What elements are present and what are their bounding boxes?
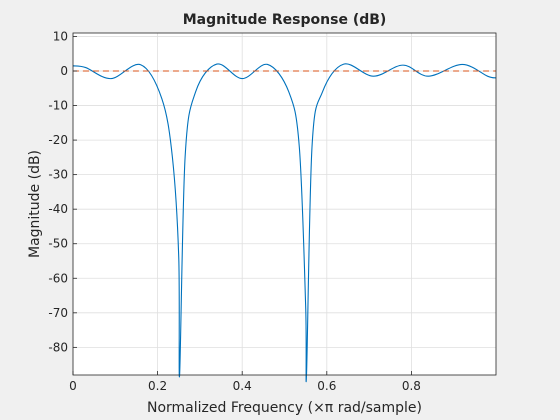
y-tick-label: -50 bbox=[48, 237, 68, 251]
chart-title: Magnitude Response (dB) bbox=[183, 12, 387, 28]
y-axis-label: Magnitude (dB) bbox=[27, 150, 43, 258]
y-tick-label: 0 bbox=[60, 64, 68, 78]
y-tick-label: -60 bbox=[48, 271, 68, 285]
axis-ticks: 0 0.2 0.4 0.6 0.8 10 0 -10 -20 -30 -40 -50 -60 -70 -80 bbox=[48, 29, 421, 393]
x-tick-label: 0.6 bbox=[317, 379, 336, 393]
plot-box bbox=[72, 32, 497, 376]
x-tick-label: 0.4 bbox=[233, 379, 252, 393]
x-tick-label: 0.8 bbox=[402, 379, 421, 393]
y-tick-label: 10 bbox=[53, 29, 68, 43]
data-lines bbox=[72, 63, 497, 383]
y-tick-label: -40 bbox=[48, 202, 68, 216]
y-tick-label: -30 bbox=[48, 168, 68, 182]
plot-area bbox=[73, 33, 496, 375]
x-tick-label: 0 bbox=[69, 379, 77, 393]
grid-lines bbox=[72, 33, 496, 375]
y-tick-label: -70 bbox=[48, 306, 68, 320]
y-tick-label: -80 bbox=[48, 340, 68, 354]
x-axis-label: Normalized Frequency (×π rad/sample) bbox=[147, 400, 422, 416]
y-tick-label: -10 bbox=[48, 99, 68, 113]
magnitude-response-line bbox=[72, 63, 497, 383]
x-tick-label: 0.2 bbox=[148, 379, 167, 393]
y-tick-label: -20 bbox=[48, 133, 68, 147]
